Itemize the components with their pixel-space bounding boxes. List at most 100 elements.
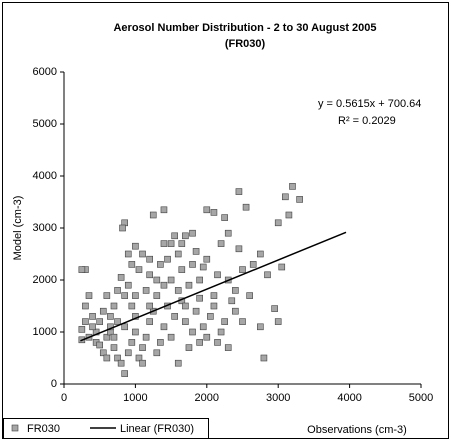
point [271, 305, 278, 312]
point [257, 323, 264, 331]
point [160, 281, 168, 289]
point [119, 224, 126, 232]
point [114, 354, 121, 362]
point [224, 344, 232, 351]
point [249, 261, 257, 268]
point [89, 313, 96, 320]
point [82, 302, 89, 310]
point [167, 333, 175, 341]
point [167, 276, 175, 284]
x-tick-label: 0 [61, 392, 67, 404]
x-tick-label: 1000 [123, 392, 147, 404]
point [157, 261, 164, 268]
point [110, 333, 118, 341]
point [171, 313, 178, 320]
chart-title: Aerosol Number Distribution - 2 to 30 Au… [113, 22, 376, 34]
point [139, 344, 146, 351]
y-tick-label: 4000 [33, 170, 57, 182]
point [121, 292, 128, 299]
point [174, 359, 182, 367]
point [228, 297, 236, 305]
point [128, 302, 136, 310]
point [217, 328, 225, 336]
point [196, 276, 203, 284]
point [185, 281, 193, 289]
point [103, 354, 111, 362]
point [82, 318, 89, 325]
point [207, 313, 214, 320]
y-tick-label: 5000 [33, 118, 57, 130]
point [114, 287, 121, 294]
point [121, 323, 128, 331]
point [160, 240, 168, 247]
legend-label: Linear (FR030) [120, 423, 194, 435]
point [199, 323, 207, 331]
point [96, 318, 103, 325]
point [174, 250, 182, 258]
point [142, 333, 150, 341]
point [274, 219, 282, 227]
point [217, 240, 225, 247]
point [153, 292, 161, 299]
point [274, 318, 282, 325]
point [146, 318, 153, 325]
point [224, 229, 232, 237]
point [117, 359, 125, 367]
point [132, 242, 139, 250]
point [146, 302, 153, 310]
point [107, 313, 114, 320]
point [210, 209, 218, 216]
point [110, 302, 118, 310]
point [260, 354, 268, 362]
point [128, 339, 136, 346]
x-tick-label: 2000 [195, 392, 219, 404]
y-tick-label: 6000 [33, 66, 57, 78]
point [171, 232, 178, 240]
point [139, 359, 146, 367]
point [164, 255, 171, 263]
y-tick-label: 1000 [33, 326, 57, 338]
legend-label: FR030 [27, 423, 60, 435]
point [235, 188, 243, 195]
point [221, 318, 228, 325]
y-axis-label: Model (cm-3) [12, 196, 24, 261]
point [132, 328, 139, 336]
point [210, 302, 218, 310]
point [78, 326, 86, 333]
point [289, 183, 296, 190]
point [199, 263, 207, 271]
point [146, 271, 153, 279]
point [221, 214, 228, 221]
y-tick-label: 3000 [33, 222, 57, 234]
y-tick-label: 0 [51, 378, 57, 390]
point [160, 323, 168, 331]
trendline [80, 231, 347, 342]
point [117, 274, 125, 281]
point [232, 307, 239, 315]
x-tick-label: 3000 [266, 392, 290, 404]
point [149, 211, 157, 219]
point [96, 341, 103, 349]
x-axis-label: Observations (cm-3) [307, 424, 407, 436]
legend-marker [11, 424, 19, 432]
point [99, 307, 107, 315]
point [196, 339, 203, 346]
point [278, 263, 286, 271]
point [103, 292, 111, 299]
point [153, 349, 161, 357]
point [192, 248, 200, 255]
point [124, 250, 132, 258]
point [203, 333, 211, 341]
point [282, 193, 289, 201]
point [189, 328, 196, 336]
point [135, 354, 143, 362]
point [257, 250, 264, 258]
point [182, 232, 189, 240]
point [85, 292, 93, 299]
point [99, 349, 107, 357]
point [132, 292, 139, 299]
equation: y = 0.5615x + 700.64 [318, 98, 421, 110]
point [182, 302, 189, 310]
point [210, 292, 218, 299]
